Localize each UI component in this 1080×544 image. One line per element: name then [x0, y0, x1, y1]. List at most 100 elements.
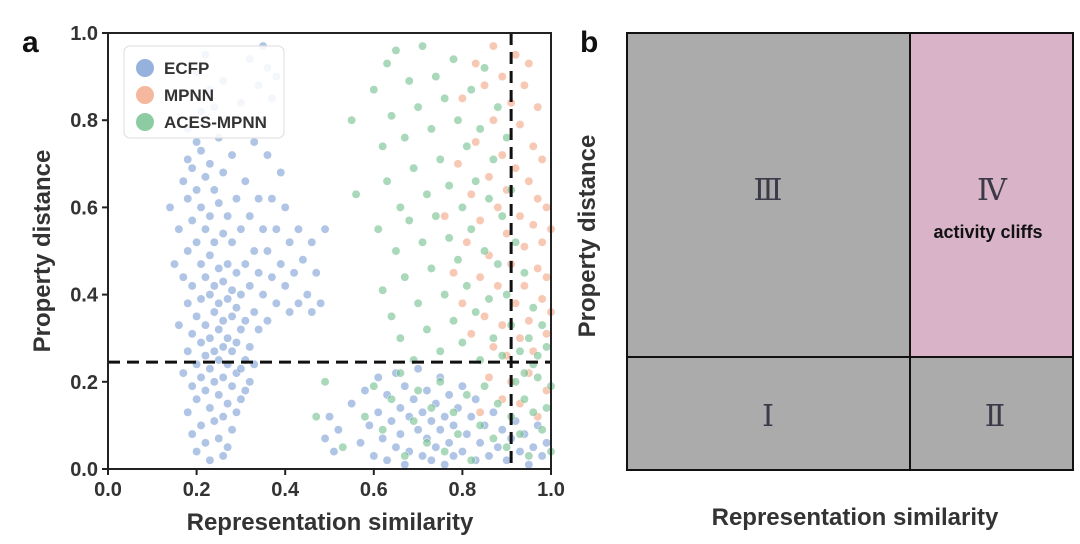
point-mpnn-40	[524, 59, 534, 68]
point-aces-mpnn-31	[435, 154, 445, 164]
point-ecfp-42	[201, 320, 210, 330]
point-ecfp-0	[165, 202, 175, 212]
point-mpnn-61	[484, 372, 494, 382]
point-ecfp-33	[196, 294, 206, 304]
y-axis: 0.0 0.2 0.4 0.6 0.8 1.0	[70, 23, 108, 481]
point-ecfp-142	[280, 281, 290, 291]
point-aces-mpnn-71	[542, 342, 552, 352]
point-ecfp-152	[311, 268, 321, 278]
point-mpnn-8	[471, 59, 481, 68]
point-aces-mpnn-77	[395, 368, 405, 378]
point-mpnn-1	[449, 268, 458, 278]
x-tick-label-3: 0.6	[360, 479, 388, 501]
point-ecfp-103	[236, 290, 246, 300]
point-ecfp-82	[223, 259, 233, 269]
point-aces-mpnn-96	[515, 429, 525, 439]
y-tick-label-5: 1.0	[70, 23, 98, 45]
point-aces-mpnn-83	[435, 377, 445, 387]
point-ecfp-165	[373, 407, 383, 417]
point-aces-mpnn-37	[449, 316, 458, 326]
point-aces-mpnn-48	[475, 124, 485, 134]
point-ecfp-218	[537, 451, 547, 461]
point-mpnn-3	[457, 298, 467, 308]
point-ecfp-54	[205, 455, 215, 465]
point-ecfp-30	[196, 146, 206, 156]
point-mpnn-42	[528, 141, 538, 151]
panel-b-letter: b	[580, 26, 598, 59]
point-aces-mpnn-53	[484, 294, 494, 304]
point-ecfp-114	[245, 281, 255, 291]
point-ecfp-111	[240, 386, 250, 395]
point-ecfp-23	[192, 185, 202, 195]
point-ecfp-89	[227, 237, 237, 247]
panel-b-quadrant-diagram: Ⅲ Ⅳ activity cliffs Ⅰ Ⅱ Representation s…	[574, 32, 1074, 531]
point-ecfp-140	[276, 259, 286, 269]
point-aces-mpnn-15	[400, 272, 410, 282]
point-ecfp-195	[449, 451, 458, 461]
point-aces-mpnn-30	[435, 346, 445, 356]
point-aces-mpnn-87	[462, 390, 472, 400]
scatter-points	[165, 41, 556, 470]
point-ecfp-24	[192, 237, 202, 247]
point-ecfp-60	[209, 346, 219, 356]
point-ecfp-201	[466, 412, 476, 422]
point-ecfp-109	[240, 316, 250, 326]
y-tick-label-3: 0.6	[70, 197, 98, 219]
point-mpnn-39	[524, 316, 534, 326]
point-ecfp-175	[400, 460, 410, 470]
point-mpnn-20	[493, 281, 503, 291]
point-aces-mpnn-40	[457, 202, 467, 212]
point-ecfp-216	[528, 442, 538, 452]
activity-cliffs-label: activity cliffs	[933, 222, 1042, 242]
point-ecfp-105	[236, 364, 246, 374]
point-mpnn-14	[484, 172, 494, 182]
point-ecfp-184	[422, 386, 432, 395]
point-mpnn-6	[466, 189, 476, 199]
point-ecfp-45	[201, 438, 210, 448]
point-aces-mpnn-68	[528, 303, 538, 313]
point-aces-mpnn-46	[471, 176, 481, 186]
point-ecfp-113	[245, 211, 255, 221]
point-aces-mpnn-75	[378, 425, 388, 435]
point-ecfp-203	[471, 394, 481, 404]
point-mpnn-44	[533, 263, 543, 273]
point-aces-mpnn-93	[502, 442, 512, 452]
point-ecfp-95	[232, 194, 241, 204]
y-tick-label-0: 0.0	[70, 459, 98, 481]
point-aces-mpnn-90	[480, 381, 489, 391]
point-aces-mpnn-6	[382, 59, 392, 68]
point-aces-mpnn-11	[391, 45, 401, 55]
point-ecfp-106	[236, 394, 246, 404]
point-ecfp-13	[183, 407, 193, 417]
point-ecfp-92	[227, 346, 237, 356]
point-ecfp-59	[209, 307, 219, 317]
point-ecfp-189	[435, 425, 445, 435]
point-aces-mpnn-69	[533, 351, 543, 361]
point-ecfp-122	[254, 194, 264, 204]
point-aces-mpnn-55	[488, 333, 498, 343]
point-ecfp-132	[263, 316, 272, 326]
point-mpnn-32	[515, 211, 525, 221]
point-ecfp-41	[201, 272, 210, 282]
point-ecfp-3	[174, 320, 184, 330]
point-ecfp-172	[395, 403, 405, 413]
point-ecfp-49	[205, 250, 215, 260]
point-aces-mpnn-4	[378, 141, 388, 151]
legend-label-2: ACES-MPNN	[164, 113, 267, 132]
point-aces-mpnn-12	[395, 202, 405, 212]
point-ecfp-70	[214, 434, 224, 443]
point-aces-mpnn-57	[493, 259, 503, 269]
point-ecfp-182	[418, 407, 427, 417]
point-aces-mpnn-14	[400, 133, 410, 143]
point-ecfp-83	[223, 294, 233, 304]
point-ecfp-9	[183, 194, 193, 204]
point-ecfp-96	[232, 268, 241, 278]
point-ecfp-87	[223, 442, 233, 452]
point-ecfp-77	[218, 372, 228, 382]
point-ecfp-207	[488, 407, 498, 417]
quadrant-II	[910, 357, 1073, 470]
point-aces-mpnn-85	[449, 407, 458, 417]
point-aces-mpnn-88	[466, 455, 476, 465]
point-ecfp-88	[227, 150, 237, 160]
